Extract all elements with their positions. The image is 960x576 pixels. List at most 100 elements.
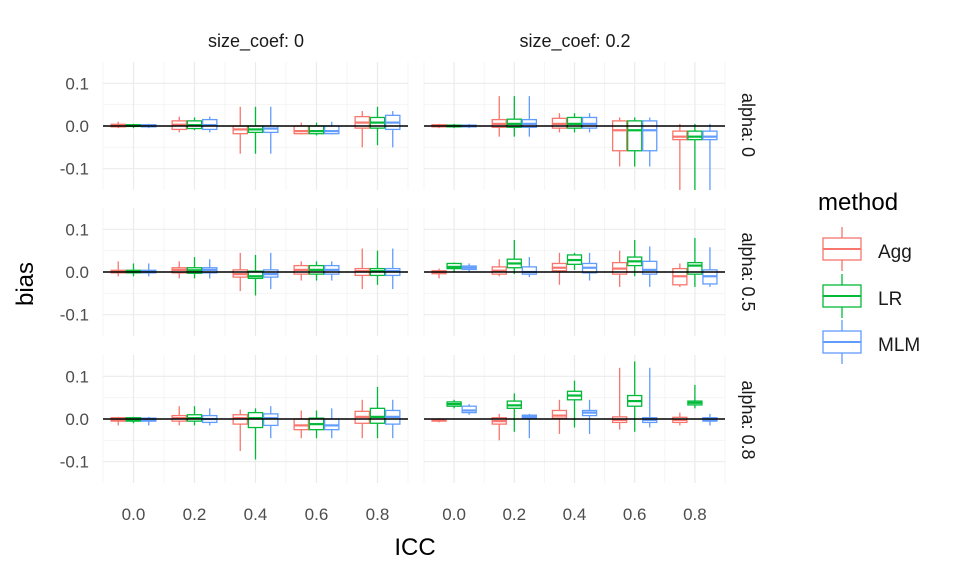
box-agg-r1-c0-x1 — [171, 261, 188, 279]
legend-keys — [822, 227, 862, 364]
box-mlm-r2-c1-x3 — [642, 367, 658, 428]
box-lr-r1-c1-x4 — [687, 237, 703, 287]
box-iqr — [702, 130, 718, 141]
box-agg-r2-c0-x0 — [110, 416, 127, 426]
box-iqr — [627, 120, 643, 152]
box-mlm-r1-c0-x2 — [262, 252, 279, 290]
panel-r0-c0: -0.1 0.0 0.1 — [60, 62, 409, 190]
box-mlm-r0-c0-x4 — [384, 111, 401, 148]
box-mlm-r0-c1-x3 — [642, 117, 658, 167]
box-agg-r2-c1-x4 — [672, 412, 688, 426]
row-facet-label-1: alpha: 0.5 — [738, 232, 758, 311]
box-agg-r0-c1-x4 — [672, 123, 688, 190]
legend-title: method — [818, 189, 898, 216]
col-facet-label-1: size_coef: 0.2 — [519, 31, 630, 52]
box-lr-r1-c0-x0 — [125, 263, 142, 277]
box-mlm-r2-c0-x2 — [262, 406, 279, 439]
y-tick-label: -0.1 — [60, 160, 89, 179]
box-lr-r0-c1-x3 — [627, 117, 643, 167]
x-tick-label: 0.2 — [183, 505, 207, 524]
x-tick-label: 0.6 — [305, 505, 329, 524]
box-agg-r2-c0-x2 — [232, 409, 249, 451]
box-agg-r0-c1-x3 — [611, 117, 628, 167]
box-lr-r2-c0-x0 — [125, 416, 142, 424]
box-mlm-r0-c1-x4 — [702, 123, 718, 190]
box-iqr — [323, 125, 340, 135]
box-iqr — [672, 130, 688, 141]
box-agg-r0-c0-x4 — [354, 111, 371, 148]
box-mlm-r0-c0-x3 — [323, 121, 340, 135]
box-iqr — [521, 266, 538, 275]
box-mlm-r1-c0-x3 — [323, 261, 340, 281]
box-mlm-r2-c0-x3 — [323, 408, 340, 439]
x-tick-label: 0.0 — [442, 505, 466, 524]
box-agg-r1-c0-x2 — [232, 252, 249, 292]
box-agg-r0-c0-x3 — [293, 122, 310, 135]
box-lr-r0-c0-x4 — [369, 106, 386, 146]
y-tick-label: 0.1 — [65, 74, 89, 93]
panel-r2-c0: -0.1 0.0 0.1 0.0 0.2 0.4 0.6 0.8 — [60, 355, 409, 524]
box-agg-r1-c0-x4 — [354, 248, 371, 290]
box-agg-r1-c1-x2 — [551, 252, 568, 285]
box-agg-r1-c0-x3 — [293, 261, 310, 281]
box-lr-r1-c0-x3 — [308, 261, 325, 281]
box-iqr — [642, 120, 658, 152]
box-lr-r2-c1-x1 — [506, 393, 522, 432]
x-tick-label: 0.4 — [244, 505, 268, 524]
legend-label-lr: LR — [878, 289, 902, 310]
box-mlm-r2-c1-x0 — [461, 404, 477, 415]
legend: method Agg LR MLM — [818, 189, 920, 364]
box-mlm-r0-c1-x2 — [581, 113, 598, 133]
box-agg-r2-c1-x1 — [491, 413, 507, 441]
box-lr-r2-c1-x3 — [627, 361, 643, 432]
box-mlm-r2-c0-x4 — [384, 399, 401, 439]
box-lr-r2-c0-x2 — [247, 408, 264, 460]
box-agg-r1-c0-x0 — [110, 261, 127, 277]
x-tick-label: 0.8 — [683, 505, 707, 524]
box-lr-r0-c0-x2 — [247, 106, 264, 154]
panel-r2-c1: 0.0 0.2 0.4 0.6 0.8 — [423, 355, 726, 524]
box-agg-r2-c1-x2 — [551, 399, 568, 434]
box-mlm-r1-c1-x4 — [702, 247, 718, 287]
box-mlm-r1-c1-x1 — [521, 257, 538, 278]
legend-key-agg — [822, 227, 862, 271]
panel-r0-c1 — [423, 62, 726, 190]
row-facet-label-2: alpha: 0.8 — [738, 380, 758, 459]
box-lr-r1-c0-x2 — [247, 254, 264, 296]
x-tick-label: 0.0 — [122, 505, 146, 524]
box-agg-r1-c1-x1 — [491, 259, 507, 277]
box-lr-r2-c0-x4 — [369, 387, 386, 439]
box-lr-r0-c1-x2 — [566, 113, 583, 133]
box-lr-r0-c1-x1 — [506, 96, 522, 137]
y-tick-label: 0.0 — [65, 410, 89, 429]
y-tick-label: 0.0 — [65, 263, 89, 282]
box-iqr — [308, 125, 325, 135]
box-mlm-r2-c0-x1 — [201, 408, 218, 426]
box-agg-r1-c1-x0 — [431, 268, 447, 279]
box-iqr — [687, 130, 703, 141]
box-lr-r1-c0-x4 — [369, 250, 386, 285]
box-iqr — [551, 409, 568, 419]
panel-r1-c0: -0.1 0.0 0.1 — [60, 208, 409, 336]
box-agg-r2-c1-x3 — [611, 367, 628, 430]
box-lr-r0-c0-x1 — [186, 117, 203, 131]
box-iqr — [293, 125, 310, 135]
box-mlm-r0-c0-x1 — [201, 116, 218, 133]
x-axis-title: ICC — [394, 534, 435, 561]
box-agg-r2-c0-x4 — [354, 399, 371, 439]
y-tick-label: -0.1 — [60, 306, 89, 325]
box-agg-r1-c1-x4 — [672, 263, 688, 287]
box-lr-r2-c0-x3 — [308, 410, 325, 439]
box-lr-r1-c1-x1 — [506, 240, 522, 275]
box-lr-r1-c1-x0 — [446, 262, 462, 272]
box-lr-r2-c1-x2 — [566, 380, 583, 428]
box-lr-r1-c1-x3 — [627, 240, 643, 277]
box-mlm-r2-c0-x0 — [140, 416, 157, 426]
box-lr-r2-c1-x4 — [687, 384, 703, 409]
panel-r1-c1 — [423, 208, 726, 336]
box-mlm-r1-c1-x2 — [581, 252, 598, 281]
box-lr-r1-c0-x1 — [186, 257, 203, 279]
box-mlm-r1-c0-x4 — [384, 248, 401, 290]
box-mlm-r1-c1-x3 — [642, 246, 658, 287]
box-mlm-r0-c1-x1 — [521, 96, 538, 137]
